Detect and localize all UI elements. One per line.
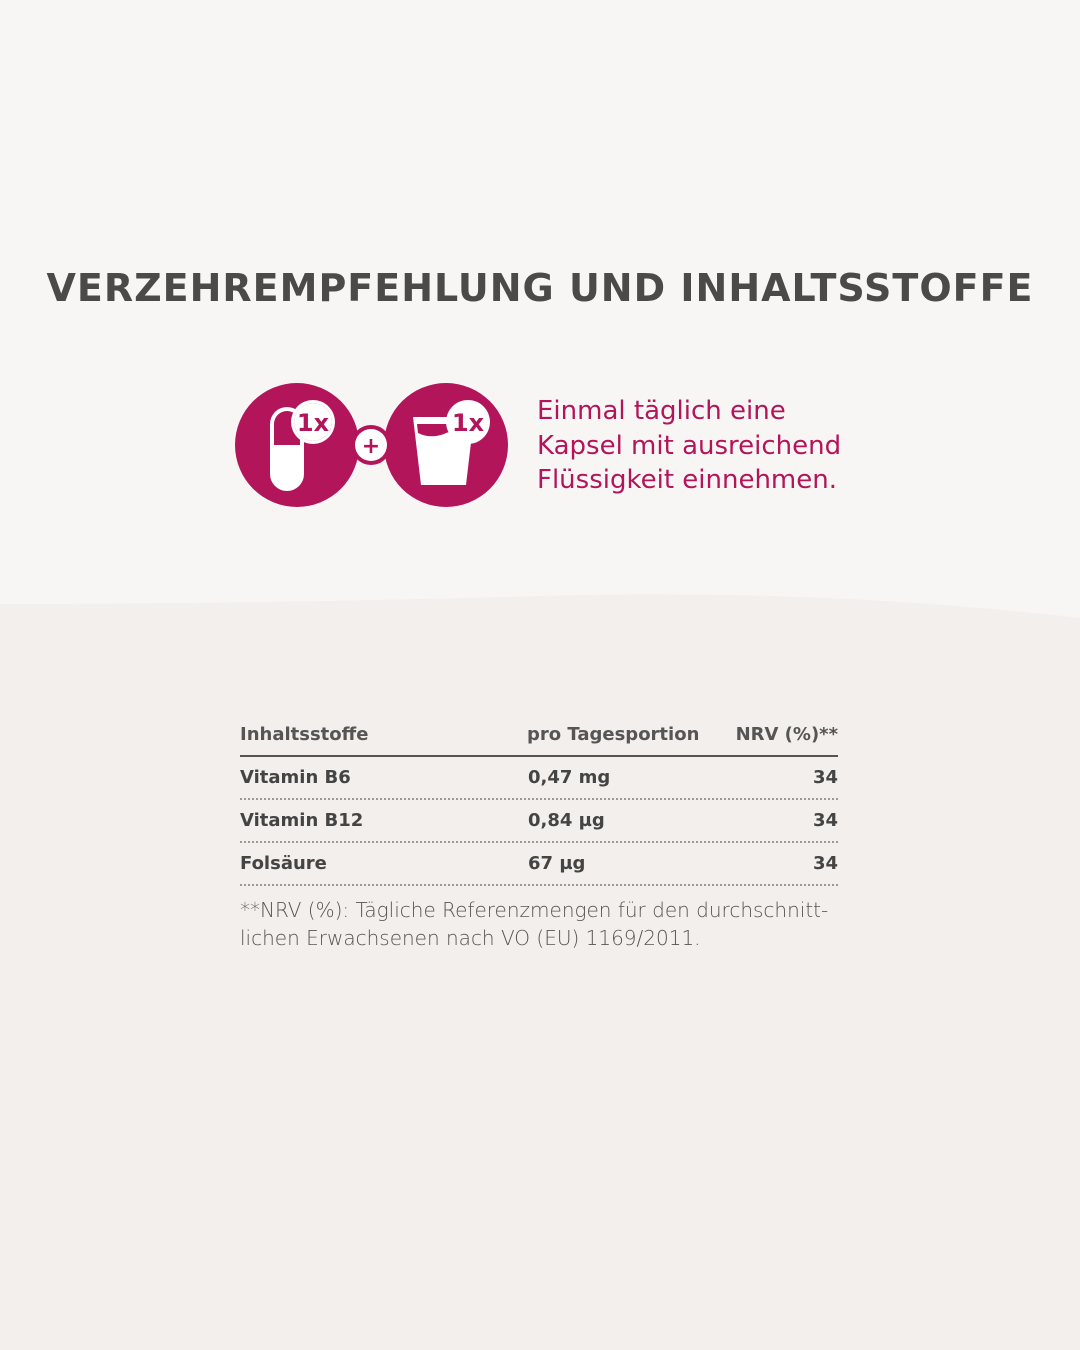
ingredient-nrv: 34: [812, 767, 838, 788]
ingredient-nrv: 34: [812, 810, 838, 831]
header-ingredient: Inhaltsstoffe: [240, 724, 369, 745]
header-daily-portion: pro Tagesportion: [527, 724, 700, 745]
ingredient-amount: 0,84 µg: [528, 810, 605, 831]
ingredient-nrv: 34: [812, 853, 838, 874]
page-title: VERZEHREMPFEHLUNG UND INHALTSSTOFFE: [46, 266, 1034, 310]
table-header: Inhaltsstoffe pro Tagesportion NRV (%)**: [240, 722, 838, 757]
svg-text:1x: 1x: [297, 409, 330, 437]
dosage-line: Einmal täglich eine: [537, 396, 786, 426]
table-row: Folsäure 67 µg 34: [240, 843, 838, 886]
svg-text:1x: 1x: [452, 409, 485, 437]
dosage-line: Flüssigkeit einnehmen.: [537, 465, 838, 495]
footnote: **NRV (%): Tägliche Referenzmengen für d…: [240, 896, 860, 952]
footnote-line: **NRV (%): Tägliche Referenzmengen für d…: [240, 898, 829, 922]
dosage-icons: 1x 1x +: [235, 383, 508, 507]
svg-text:+: +: [362, 434, 380, 459]
ingredient-name: Folsäure: [240, 853, 327, 874]
ingredient-amount: 67 µg: [528, 853, 586, 874]
dosage-line: Kapsel mit ausreichend: [537, 430, 842, 461]
ingredient-amount: 0,47 mg: [528, 767, 611, 788]
table-row: Vitamin B6 0,47 mg 34: [240, 757, 838, 800]
ingredients-table: Inhaltsstoffe pro Tagesportion NRV (%)**…: [240, 722, 838, 886]
dosage-instructions: Einmal täglich eine Kapsel mit ausreiche…: [537, 394, 841, 498]
header-nrv: NRV (%)**: [735, 724, 838, 745]
ingredient-name: Vitamin B12: [240, 810, 364, 831]
table-row: Vitamin B12 0,84 µg 34: [240, 800, 838, 843]
capsule-icon: 1x: [235, 383, 359, 507]
ingredient-name: Vitamin B6: [240, 767, 351, 788]
plus-icon: +: [351, 425, 391, 465]
footnote-line: lichen Erwachsenen nach VO (EU) 1169/201…: [240, 926, 701, 950]
water-glass-icon: 1x: [384, 383, 508, 507]
background-wave: [0, 0, 1080, 618]
